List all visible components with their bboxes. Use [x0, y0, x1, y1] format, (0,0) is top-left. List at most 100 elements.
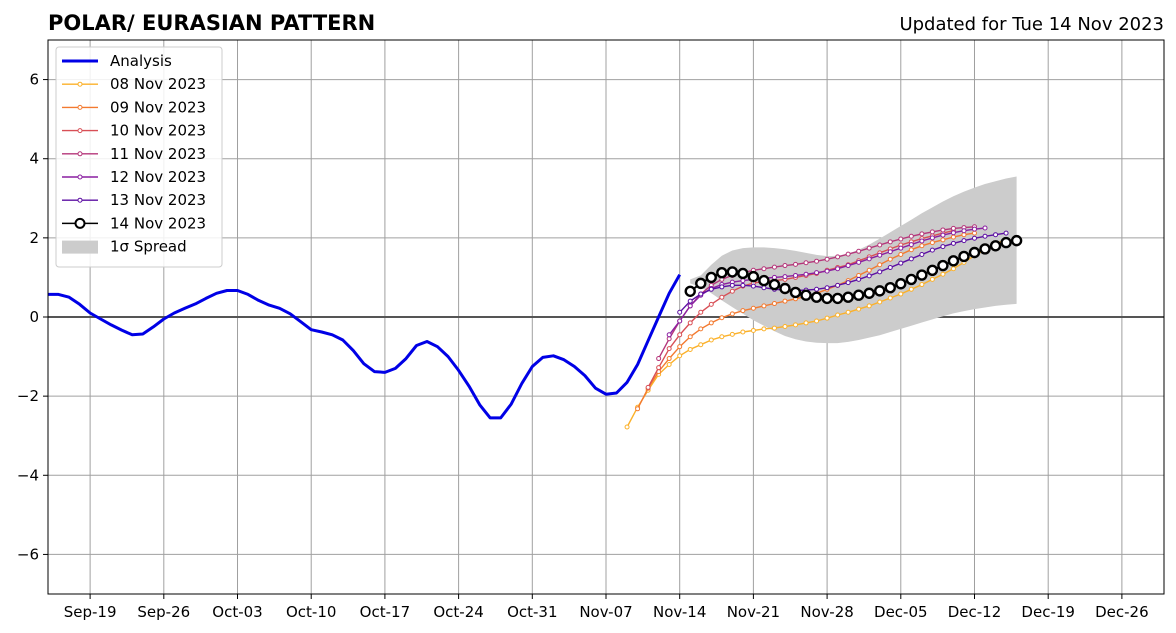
series-point: [940, 237, 946, 243]
legend-entry: 11 Nov 2023: [62, 145, 206, 163]
y-tick-label: −2: [17, 387, 39, 405]
series-point: [961, 232, 967, 238]
series-point: [666, 332, 672, 338]
forecast-point: [958, 250, 970, 263]
series-point: [877, 299, 883, 305]
y-axis: −6 −4 −2 0 2 4 6: [17, 71, 48, 563]
forecast-point: [989, 240, 1002, 252]
chart-subtitle: Updated for Tue 14 Nov 2023: [899, 14, 1164, 35]
series-point: [919, 251, 925, 257]
legend-entry: 08 Nov 2023: [62, 75, 206, 93]
series-point: [919, 282, 925, 288]
legend-marker: [74, 217, 86, 229]
legend-entry: 09 Nov 2023: [62, 98, 206, 116]
legend-label: 11 Nov 2023: [110, 145, 206, 163]
series-point: [898, 236, 904, 242]
forecast-point: [905, 273, 918, 286]
x-tick-label: Dec-26: [1095, 603, 1149, 621]
series-point: [698, 309, 704, 315]
series-point: [793, 272, 799, 278]
legend-marker: [77, 104, 83, 110]
forecast-layer: [684, 234, 1023, 305]
series-point: [845, 251, 851, 257]
series-point: [950, 240, 956, 246]
forecast-point: [937, 259, 949, 272]
series-point: [856, 272, 862, 278]
y-tick-label: 2: [29, 229, 39, 247]
series-point: [771, 264, 777, 270]
series-point: [803, 271, 809, 277]
legend-entry: 1σ Spread: [62, 238, 187, 256]
series-point: [919, 231, 925, 237]
forecast-point: [789, 286, 802, 299]
series-point: [971, 230, 977, 236]
forecast-point: [716, 266, 728, 279]
series-point: [677, 332, 683, 338]
series-point: [740, 278, 746, 284]
series-point: [687, 346, 693, 352]
series-point: [856, 259, 862, 265]
legend-swatch: [62, 240, 98, 254]
series-point: [887, 249, 893, 255]
series-point: [940, 244, 946, 250]
series-point: [898, 251, 904, 257]
series-point: [677, 309, 683, 315]
series-point: [782, 274, 788, 280]
series-point: [866, 256, 872, 262]
forecast-point: [1010, 234, 1023, 247]
legend-label: Analysis: [110, 52, 172, 70]
series-point: [866, 273, 872, 279]
analysis-line: [48, 273, 682, 420]
series-point: [877, 262, 883, 268]
series-point: [803, 320, 809, 326]
legend-marker: [77, 197, 83, 203]
forecast-point: [884, 282, 896, 294]
series-point: [740, 308, 746, 314]
legend-marker: [77, 128, 83, 134]
series-point: [677, 318, 683, 324]
forecast-point: [926, 264, 939, 277]
series-point: [908, 256, 914, 262]
series-point: [877, 242, 883, 248]
series-point: [761, 326, 767, 332]
series-point: [824, 256, 830, 262]
series-point: [961, 238, 967, 244]
series-point: [719, 284, 725, 290]
legend-entry: 13 Nov 2023: [62, 191, 206, 209]
series-point: [929, 276, 935, 282]
series-point: [929, 235, 935, 241]
x-tick-label: Nov-21: [727, 603, 780, 621]
legend: Analysis 08 Nov 2023 09 Nov 2023 10 Nov 202…: [55, 46, 223, 268]
series-point: [982, 225, 988, 231]
series-point: [908, 247, 914, 253]
series-point: [961, 228, 967, 234]
legend-label: 09 Nov 2023: [110, 98, 206, 116]
series-point: [940, 232, 946, 238]
x-tick-label: Oct-31: [507, 603, 557, 621]
legend-entry: 10 Nov 2023: [62, 122, 206, 140]
series-point: [708, 286, 714, 292]
series-point: [740, 282, 746, 288]
forecast-point: [968, 246, 981, 259]
x-tick-label: Sep-19: [64, 603, 117, 621]
forecast-point: [874, 285, 886, 297]
series-point: [814, 258, 820, 264]
series-point: [645, 384, 651, 390]
series-point: [908, 233, 914, 239]
series-point: [814, 318, 820, 324]
forecast-point: [979, 243, 991, 255]
series-point: [814, 286, 820, 292]
y-tick-label: −4: [17, 466, 39, 484]
series-point: [887, 295, 893, 301]
series-point: [898, 291, 904, 297]
series-point: [698, 291, 704, 297]
series-point: [971, 226, 977, 232]
x-tick-label: Oct-03: [212, 603, 262, 621]
series-point: [677, 353, 683, 359]
series-point: [719, 334, 725, 340]
legend-label: 12 Nov 2023: [110, 168, 206, 186]
series-point: [687, 303, 693, 309]
forecast-point: [684, 285, 696, 297]
x-tick-label: Nov-28: [800, 603, 853, 621]
